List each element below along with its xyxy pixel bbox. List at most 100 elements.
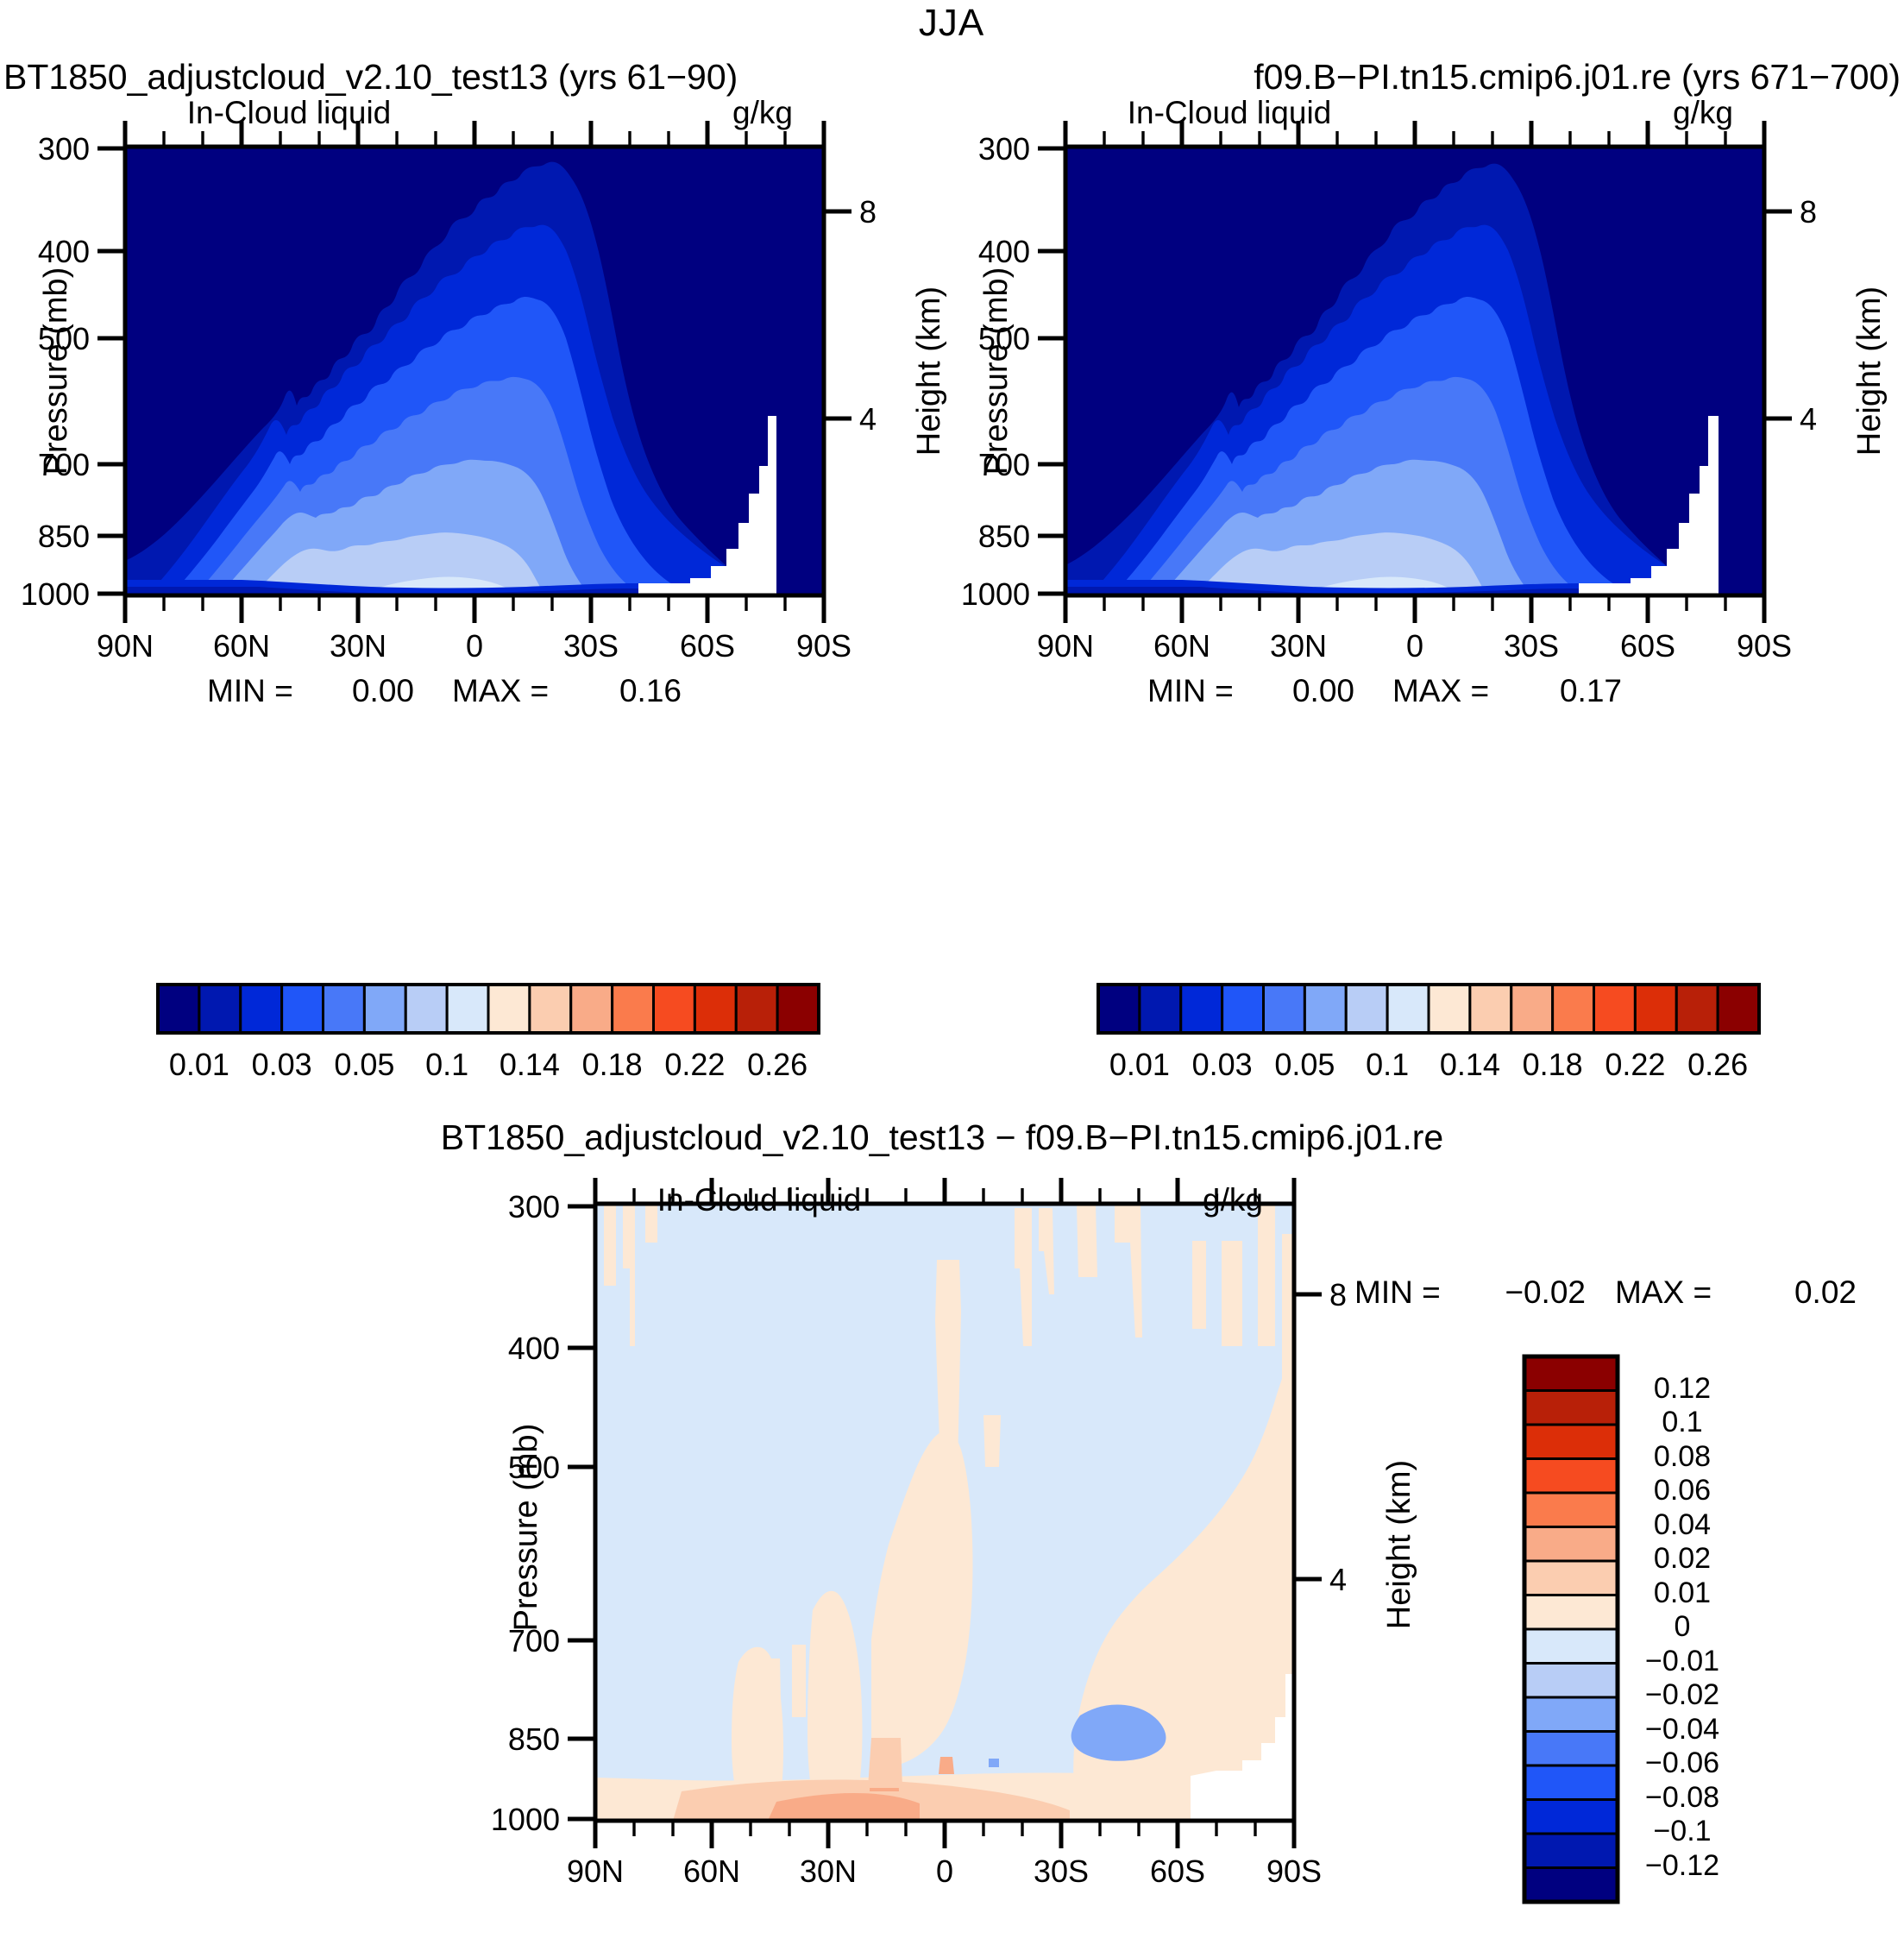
diff-max-word: MAX = (1615, 1274, 1712, 1310)
colorbar-tick-label: 0.02 (1653, 1542, 1712, 1575)
left-pressure-ticks (97, 146, 125, 596)
right-ptick-300: 300 (977, 131, 1030, 167)
diff-lat-0: 0 (935, 1853, 954, 1889)
right-max-value: 0.17 (1559, 673, 1622, 708)
right-pressure-ticks (1038, 146, 1065, 596)
left-ptick-700: 700 (37, 447, 90, 482)
left-ptick-1000: 1000 (20, 576, 90, 612)
colorbar-tick-label: 0.26 (747, 1047, 808, 1082)
left-top-ticks (123, 121, 826, 147)
diff-ptick-300: 300 (507, 1189, 560, 1224)
colorbar-cell (1468, 983, 1513, 1035)
diff-min-word: MIN = (1354, 1274, 1441, 1310)
diff-lat-30N: 30N (799, 1853, 858, 1889)
colorbar-tick-label: −0.02 (1644, 1678, 1720, 1711)
colorbar-tick-label: 0.01 (1653, 1576, 1712, 1609)
right-htick-8: 8 (1800, 194, 1818, 230)
diff-htick-4: 4 (1329, 1562, 1348, 1597)
left-min-word: MIN = (207, 673, 293, 708)
left-lat-30S: 30S (562, 628, 619, 664)
right-lat-30S: 30S (1503, 628, 1560, 664)
right-panel-title: f09.B−PI.tn15.cmip6.j01.re (yrs 671−700) (1254, 57, 1901, 97)
left-height-ticks (824, 209, 851, 421)
right-ptick-850: 850 (977, 519, 1030, 554)
colorbar-cell (362, 983, 407, 1035)
left-max-value: 0.16 (619, 673, 682, 708)
colorbar-cell (1523, 1730, 1619, 1767)
colorbar-cell (239, 983, 284, 1035)
colorbar-cell (1303, 983, 1348, 1035)
colorbar-tick-label: −0.04 (1644, 1712, 1720, 1746)
colorbar-tick-label: 0.01 (168, 1047, 229, 1082)
colorbar-cell (1523, 1559, 1619, 1596)
colorbar-tick-label: 0.14 (1439, 1047, 1500, 1082)
diff-panel-title: BT1850_adjustcloud_v2.10_test13 − f09.B−… (440, 1117, 1444, 1157)
colorbar-diff[interactable] (1522, 1354, 1620, 1904)
colorbar-cell (1523, 1764, 1619, 1801)
diff-bottom-ticks (593, 1821, 1297, 1848)
colorbar-tick-label: −0.06 (1644, 1746, 1720, 1779)
left-ptick-300: 300 (37, 131, 90, 167)
diff-variable-label: In-Cloud liquid (657, 1182, 862, 1218)
right-ptick-700: 700 (977, 447, 1030, 482)
colorbar-tick-label: 0.05 (1274, 1047, 1335, 1082)
colorbar-cell (776, 983, 820, 1035)
colorbar-cell (322, 983, 366, 1035)
right-ptick-1000: 1000 (960, 576, 1030, 612)
colorbar-cell (1510, 983, 1555, 1035)
left-units-label: g/kg (732, 95, 793, 130)
colorbar-tick-label: 0.18 (1522, 1047, 1583, 1082)
left-htick-8: 8 (859, 194, 877, 230)
left-pressure-axis-title: Pressure (mb) (38, 267, 74, 475)
colorbar-tick-label: 0.22 (664, 1047, 726, 1082)
colorbar-tick-label: 0.18 (581, 1047, 643, 1082)
right-ptick-400: 400 (977, 234, 1030, 269)
colorbar-cell (404, 983, 449, 1035)
colorbar-cell (1262, 983, 1306, 1035)
colorbar-tick-label: 0.14 (499, 1047, 560, 1082)
colorbar-frame (1097, 983, 1761, 1035)
colorbar-tick-label: 0.03 (251, 1047, 312, 1082)
colorbar-cell (1138, 983, 1183, 1035)
diff-ptick-1000: 1000 (490, 1802, 560, 1837)
right-lat-90N: 90N (1036, 628, 1095, 664)
colorbar-cell (1523, 1526, 1619, 1563)
left-variable-label: In-Cloud liquid (186, 95, 392, 130)
colorbar-tick-label: 0.1 (425, 1047, 469, 1082)
right-pressure-axis-title: Pressure (mb) (978, 267, 1015, 475)
diff-units-label: g/kg (1203, 1182, 1263, 1218)
colorbar-cell (1523, 1389, 1619, 1426)
colorbar-frame (1522, 1354, 1620, 1904)
colorbar-tick-label: −0.08 (1644, 1780, 1720, 1814)
colorbar-cell (1716, 983, 1761, 1035)
colorbar-cell (1523, 1457, 1619, 1495)
left-max-word: MAX = (452, 673, 550, 708)
colorbar-cell (1523, 1798, 1619, 1835)
colorbar-cell (734, 983, 779, 1035)
colorbar-cell (1523, 1662, 1619, 1699)
colorbar-tick-label: 0.06 (1653, 1474, 1712, 1507)
right-bottom-ticks (1063, 595, 1767, 623)
colorbar-tick-label: 0.12 (1653, 1371, 1712, 1405)
colorbar-right[interactable] (1097, 983, 1761, 1035)
left-lat-90N: 90N (96, 628, 154, 664)
colorbar-cell (652, 983, 696, 1035)
colorbar-cell (1097, 983, 1141, 1035)
diff-lat-60N: 60N (682, 1853, 741, 1889)
right-panel-field (1065, 147, 1764, 595)
left-lat-30N: 30N (329, 628, 387, 664)
colorbar-cell (1427, 983, 1472, 1035)
diff-ptick-500: 500 (507, 1450, 560, 1485)
diff-pressure-axis-title: Pressure (mb) (508, 1423, 544, 1632)
diff-lat-90N: 90N (566, 1853, 625, 1889)
colorbar-cell (528, 983, 573, 1035)
colorbar-cell (1344, 983, 1389, 1035)
figure-suptitle: JJA (918, 2, 985, 44)
colorbar-cell (1523, 1627, 1619, 1665)
colorbar-tick-label: −0.01 (1644, 1644, 1720, 1677)
diff-lat-90S: 90S (1266, 1853, 1323, 1889)
colorbar-cell (611, 983, 656, 1035)
right-lat-60N: 60N (1153, 628, 1211, 664)
colorbar-left[interactable] (156, 983, 820, 1035)
